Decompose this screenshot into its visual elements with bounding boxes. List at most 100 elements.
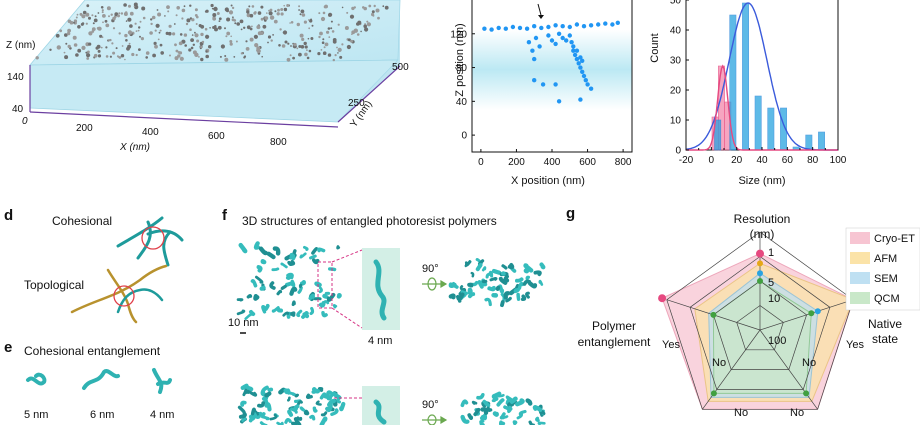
particle xyxy=(318,35,321,39)
particle xyxy=(94,15,97,18)
polymer-strand xyxy=(535,416,540,422)
particle xyxy=(131,52,135,57)
particle xyxy=(200,57,204,62)
polymer-strand xyxy=(499,412,506,420)
scatter-point xyxy=(533,35,539,41)
scatter-y-tick-label: 80 xyxy=(456,63,468,74)
particle xyxy=(332,58,335,62)
particle xyxy=(251,25,253,28)
polymer-strand xyxy=(261,415,270,421)
hist-fit-curves xyxy=(685,2,838,151)
particle xyxy=(341,43,344,46)
particle xyxy=(231,6,235,10)
particle xyxy=(112,16,116,21)
particle xyxy=(360,30,362,33)
scatter-point xyxy=(530,48,535,53)
scatter-point xyxy=(574,56,580,62)
polymer-strand xyxy=(498,276,508,285)
polymer-strand xyxy=(290,311,296,317)
particle xyxy=(127,17,132,22)
particle xyxy=(366,20,369,23)
particle xyxy=(366,22,371,27)
polymer-strand xyxy=(260,259,267,265)
particle xyxy=(160,51,164,55)
particle xyxy=(233,56,236,58)
particle xyxy=(236,22,240,26)
x-tick-0: 0 xyxy=(22,116,28,127)
particle xyxy=(153,41,157,46)
particle xyxy=(246,13,251,18)
polymer-strand xyxy=(520,294,527,302)
polymer-strand xyxy=(248,414,256,421)
polymer-strand xyxy=(527,281,538,289)
particle xyxy=(186,18,191,23)
polymer-strand xyxy=(484,297,492,307)
particle xyxy=(326,30,330,34)
particle xyxy=(218,17,222,21)
polymer-strand xyxy=(241,417,247,422)
polymer-strand xyxy=(497,393,505,398)
polymer-strand xyxy=(538,279,544,286)
particle xyxy=(97,12,100,14)
particle xyxy=(133,2,138,7)
zoom-line-1 xyxy=(331,249,363,263)
size-label-2: 6 nm xyxy=(90,409,114,421)
polymer-strand xyxy=(330,408,339,416)
legend-swatch-sem xyxy=(850,272,870,284)
particle xyxy=(88,31,93,36)
topological-circle xyxy=(113,285,135,307)
particle xyxy=(224,57,229,62)
particle xyxy=(337,52,339,54)
particle xyxy=(224,7,229,12)
particle xyxy=(110,13,113,16)
particle xyxy=(260,5,264,9)
hist-x-tick-label: 80 xyxy=(807,155,819,166)
particle xyxy=(126,46,130,51)
particle xyxy=(168,31,172,36)
particle xyxy=(194,8,198,12)
polymer-strand xyxy=(278,387,286,395)
particle xyxy=(230,4,233,7)
hist-x-tick-label: 40 xyxy=(756,155,768,166)
scatter-point xyxy=(580,69,585,75)
radar-grid xyxy=(712,280,808,370)
radar-spoke xyxy=(702,329,761,410)
particle xyxy=(108,15,110,18)
particle xyxy=(300,45,305,49)
polymer-strand xyxy=(271,306,280,313)
polymer-strand xyxy=(501,415,509,420)
particle xyxy=(363,24,368,29)
particle xyxy=(87,50,90,54)
radial-tick-5: 5 xyxy=(768,277,774,289)
scatter-point xyxy=(581,73,587,79)
hist-bars xyxy=(711,2,826,151)
particle xyxy=(249,13,254,18)
particle xyxy=(139,35,141,38)
hist-bar xyxy=(714,119,722,151)
scatter-point xyxy=(588,86,594,91)
radar-marker xyxy=(710,311,717,318)
polymer-strand xyxy=(258,411,266,417)
particle xyxy=(190,46,194,50)
size-label-3: 4 nm xyxy=(150,409,174,421)
polymer-strand xyxy=(467,287,473,295)
radar-marker xyxy=(710,390,717,397)
particle xyxy=(154,44,158,49)
polymer-strand xyxy=(261,304,267,314)
polymer-strand xyxy=(507,263,515,270)
legend-label-afm: AFM xyxy=(874,253,897,265)
particle xyxy=(198,56,200,58)
no-label-bottom-right: No xyxy=(790,407,804,419)
y-tick-500: 500 xyxy=(392,62,409,73)
polymer-strand xyxy=(489,277,498,282)
radar-marker xyxy=(658,294,667,303)
particle xyxy=(286,4,290,7)
no-label-bottom-left: No xyxy=(734,407,748,419)
polymer-strand xyxy=(287,396,291,402)
radar-chart xyxy=(658,231,858,410)
scatter-ticks: 0 200 400 600 800 0 40 80 120 xyxy=(450,29,632,168)
particle xyxy=(123,3,127,7)
polymer-strand xyxy=(479,416,485,423)
polymer-strand xyxy=(498,284,505,294)
particle xyxy=(85,51,88,54)
